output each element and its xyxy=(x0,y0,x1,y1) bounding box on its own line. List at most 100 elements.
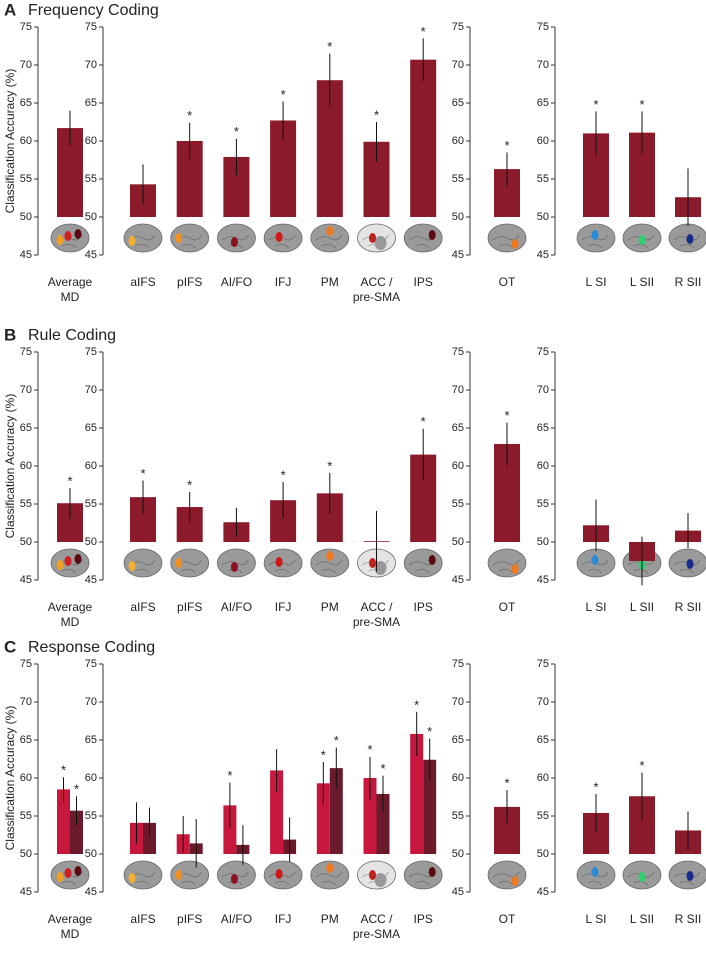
bar xyxy=(316,783,330,854)
y-tick-label: 50 xyxy=(452,536,464,548)
significance-marker: * xyxy=(334,733,339,748)
x-tick-label: AI/FO xyxy=(220,600,253,614)
significance-marker: * xyxy=(593,97,598,112)
region xyxy=(591,230,599,240)
x-tick-label: aIFS xyxy=(130,912,156,926)
region xyxy=(230,874,238,884)
bar xyxy=(329,768,343,854)
brain-stem xyxy=(374,236,387,250)
y-tick-label: 60 xyxy=(537,460,549,472)
y-tick-label: 65 xyxy=(85,97,97,109)
brain-sulcus xyxy=(268,559,296,574)
y-tick-label: 60 xyxy=(537,135,549,147)
region xyxy=(74,866,82,876)
region xyxy=(638,872,646,882)
y-tick-label: 45 xyxy=(85,886,97,898)
y-tick-label: 50 xyxy=(452,848,464,860)
significance-marker: * xyxy=(421,24,426,39)
y-tick-label: 60 xyxy=(452,772,464,784)
y-tick-label: 55 xyxy=(20,173,32,185)
brain-stem xyxy=(374,561,387,575)
x-tick-label: AI/FO xyxy=(220,275,253,289)
x-tick-label: OT xyxy=(498,275,516,289)
region xyxy=(511,564,519,574)
region xyxy=(369,233,376,243)
significance-marker: * xyxy=(504,408,509,423)
y-tick-label: 55 xyxy=(452,810,464,822)
region xyxy=(74,229,82,239)
region xyxy=(428,230,436,240)
brain-sulcus xyxy=(268,234,296,249)
significance-marker: * xyxy=(187,477,192,492)
region xyxy=(275,557,283,567)
bar xyxy=(223,805,237,854)
y-tick-label: 55 xyxy=(537,498,549,510)
y-tick-label: 65 xyxy=(85,734,97,746)
x-tick-label: L SI xyxy=(585,600,607,614)
y-tick-label: 55 xyxy=(85,810,97,822)
y-tick-label: 75 xyxy=(85,658,97,670)
x-tick-label: pIFS xyxy=(177,275,203,289)
y-tick-label: 50 xyxy=(537,536,549,548)
bar xyxy=(376,793,390,854)
y-tick-label: 75 xyxy=(452,658,464,670)
y-tick-label: 70 xyxy=(452,384,464,396)
y-tick-label: 65 xyxy=(20,97,32,109)
y-tick-label: 65 xyxy=(452,422,464,434)
significance-marker: * xyxy=(504,138,509,153)
panel-label: C xyxy=(4,637,16,656)
panel-label: B xyxy=(4,325,16,344)
region xyxy=(591,867,599,877)
significance-marker: * xyxy=(504,776,509,791)
x-tick-label: pIFS xyxy=(177,912,203,926)
x-tick-label: R SII xyxy=(674,912,702,926)
y-tick-label: 55 xyxy=(537,173,549,185)
y-tick-label: 45 xyxy=(20,574,32,586)
region xyxy=(511,239,519,249)
region xyxy=(326,226,334,236)
region xyxy=(175,233,183,243)
y-tick-label: 50 xyxy=(20,536,32,548)
significance-marker: * xyxy=(61,763,66,778)
region xyxy=(56,235,64,245)
y-tick-label: 50 xyxy=(537,848,549,860)
significance-marker: * xyxy=(67,473,72,488)
y-tick-label: 65 xyxy=(20,422,32,434)
x-tick-label: PM xyxy=(320,275,339,289)
y-tick-label: 70 xyxy=(85,59,97,71)
brain-sulcus xyxy=(492,559,520,574)
region xyxy=(326,551,334,561)
significance-marker: * xyxy=(327,458,332,473)
y-tick-label: 45 xyxy=(537,886,549,898)
y-tick-label: 55 xyxy=(537,810,549,822)
x-tick-label: R SII xyxy=(674,600,702,614)
y-tick-label: 70 xyxy=(537,696,549,708)
significance-marker: * xyxy=(427,724,432,739)
region xyxy=(56,560,64,570)
y-tick-label: 50 xyxy=(85,211,97,223)
y-tick-label: 50 xyxy=(20,848,32,860)
region xyxy=(326,863,334,873)
y-tick-label: 55 xyxy=(85,498,97,510)
region xyxy=(428,555,436,565)
significance-marker: * xyxy=(421,414,426,429)
x-tick-label: Average MD xyxy=(47,912,93,941)
y-tick-label: 70 xyxy=(20,59,32,71)
region xyxy=(64,868,72,878)
x-tick-label: L SII xyxy=(629,600,655,614)
y-tick-label: 75 xyxy=(20,346,32,358)
y-tick-label: 65 xyxy=(20,734,32,746)
y-tick-label: 70 xyxy=(20,696,32,708)
significance-marker: * xyxy=(367,742,372,757)
x-tick-label: ACC / pre-SMA xyxy=(352,275,401,304)
y-tick-label: 75 xyxy=(452,21,464,33)
y-tick-label: 60 xyxy=(20,772,32,784)
y-tick-label: 75 xyxy=(20,658,32,670)
y-tick-label: 75 xyxy=(537,346,549,358)
y-tick-label: 70 xyxy=(537,384,549,396)
y-tick-label: 75 xyxy=(85,346,97,358)
x-tick-label: IFJ xyxy=(274,275,292,289)
y-tick-label: 45 xyxy=(452,574,464,586)
